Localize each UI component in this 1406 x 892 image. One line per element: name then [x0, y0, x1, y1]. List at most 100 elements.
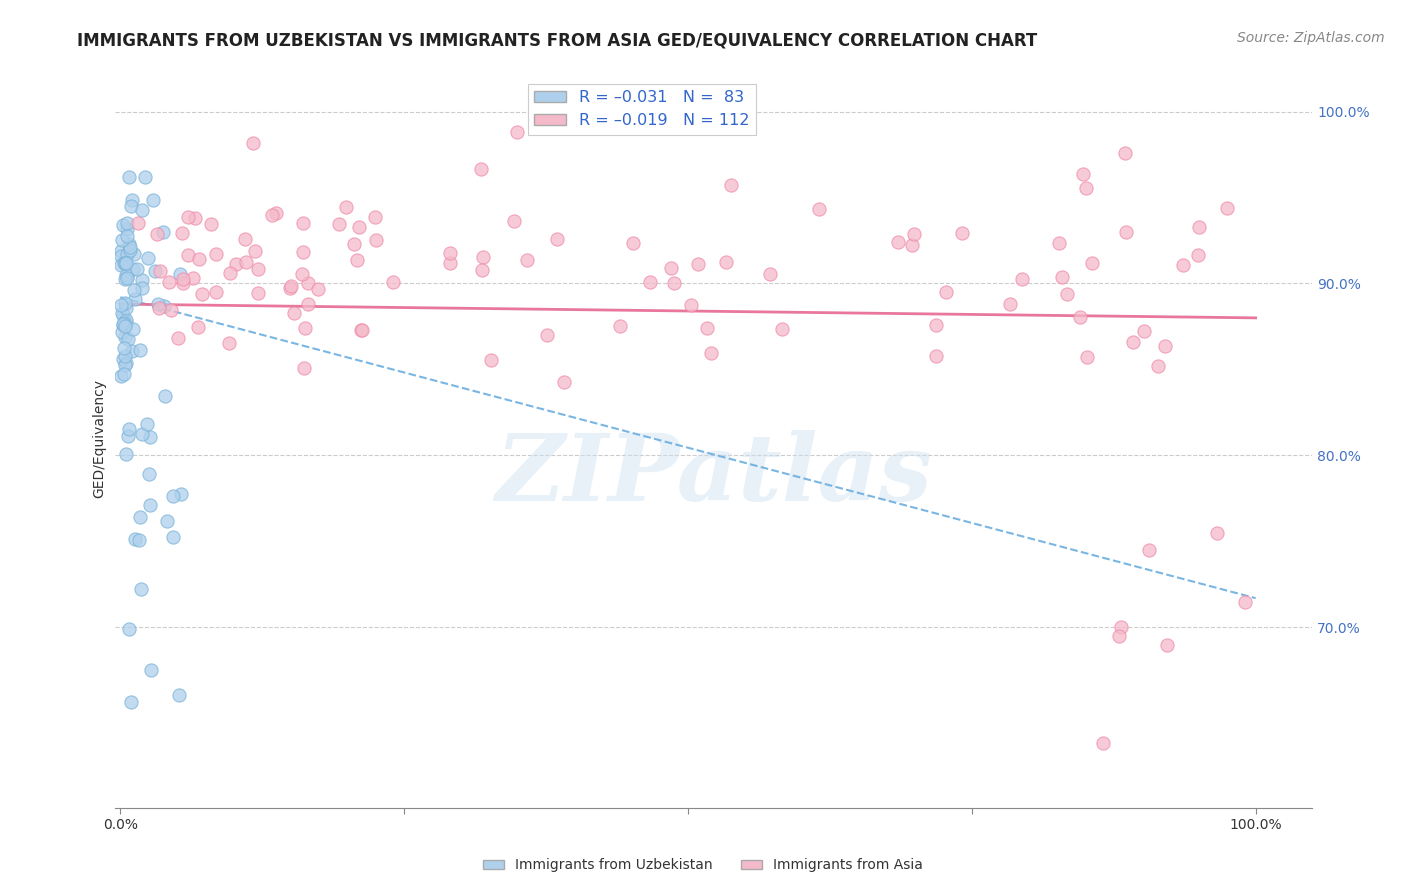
Point	[128, 533, 150, 547]
Point	[346, 253, 368, 268]
Point	[139, 664, 162, 678]
Text: Source: ZipAtlas.com: Source: ZipAtlas.com	[1237, 31, 1385, 45]
Point	[382, 275, 405, 289]
Point	[129, 343, 152, 357]
Point	[1069, 310, 1091, 324]
Point	[759, 267, 782, 281]
Point	[149, 264, 172, 278]
Point	[114, 301, 136, 315]
Point	[177, 248, 200, 262]
Point	[364, 233, 387, 247]
Point	[110, 244, 132, 259]
Point	[114, 329, 136, 343]
Point	[157, 276, 180, 290]
Point	[166, 331, 188, 345]
Point	[204, 285, 226, 300]
Point	[1146, 359, 1168, 373]
Point	[112, 318, 135, 332]
Point	[191, 287, 214, 301]
Point	[720, 178, 742, 192]
Point	[1074, 181, 1097, 195]
Point	[120, 239, 142, 253]
Point	[156, 515, 179, 529]
Point	[243, 244, 266, 258]
Point	[439, 256, 461, 270]
Point	[700, 346, 723, 360]
Text: IMMIGRANTS FROM UZBEKISTAN VS IMMIGRANTS FROM ASIA GED/EQUIVALENCY CORRELATION C: IMMIGRANTS FROM UZBEKISTAN VS IMMIGRANTS…	[77, 31, 1038, 49]
Point	[118, 237, 141, 252]
Point	[950, 227, 973, 241]
Point	[115, 256, 138, 270]
Point	[225, 257, 247, 271]
Point	[136, 251, 159, 265]
Point	[114, 349, 136, 363]
Point	[152, 225, 174, 239]
Point	[470, 162, 492, 177]
Legend: R = –0.031   N =  83, R = –0.019   N = 112: R = –0.031 N = 83, R = –0.019 N = 112	[527, 84, 755, 135]
Point	[935, 285, 957, 300]
Point	[638, 275, 661, 289]
Point	[343, 237, 366, 252]
Point	[205, 247, 228, 261]
Point	[127, 216, 149, 230]
Point	[146, 297, 169, 311]
Point	[114, 272, 136, 286]
Point	[153, 389, 176, 403]
Point	[280, 278, 302, 293]
Point	[122, 247, 145, 261]
Legend: Immigrants from Uzbekistan, Immigrants from Asia: Immigrants from Uzbekistan, Immigrants f…	[478, 853, 928, 878]
Point	[886, 235, 908, 249]
Point	[1137, 543, 1160, 558]
Point	[110, 258, 132, 272]
Point	[112, 368, 135, 382]
Point	[998, 297, 1021, 311]
Point	[187, 319, 209, 334]
Point	[1056, 286, 1078, 301]
Point	[121, 193, 143, 207]
Point	[172, 271, 194, 285]
Point	[122, 262, 145, 277]
Point	[1011, 272, 1033, 286]
Point	[1156, 638, 1178, 652]
Point	[117, 332, 139, 346]
Point	[138, 467, 160, 481]
Point	[162, 530, 184, 544]
Point	[664, 277, 686, 291]
Point	[169, 267, 191, 281]
Point	[439, 245, 461, 260]
Point	[364, 210, 387, 224]
Point	[679, 297, 702, 311]
Point	[131, 281, 153, 295]
Point	[621, 235, 644, 250]
Point	[115, 313, 138, 327]
Point	[125, 262, 148, 277]
Point	[553, 375, 575, 389]
Point	[172, 276, 194, 290]
Point	[1133, 324, 1156, 338]
Point	[117, 429, 139, 443]
Point	[134, 169, 156, 184]
Point	[807, 202, 830, 216]
Point	[1187, 219, 1209, 234]
Point	[307, 282, 329, 296]
Point	[200, 217, 222, 231]
Point	[1080, 256, 1102, 270]
Point	[114, 319, 136, 334]
Point	[471, 250, 494, 264]
Point	[506, 125, 529, 139]
Point	[138, 498, 160, 512]
Point	[292, 361, 315, 376]
Point	[129, 509, 152, 524]
Point	[1108, 629, 1130, 643]
Point	[115, 247, 138, 261]
Point	[118, 422, 141, 436]
Point	[901, 238, 924, 252]
Point	[1091, 736, 1114, 750]
Point	[142, 193, 165, 207]
Point	[471, 263, 494, 277]
Point	[110, 249, 132, 263]
Point	[112, 308, 135, 322]
Point	[153, 299, 176, 313]
Point	[292, 215, 315, 229]
Point	[278, 280, 301, 294]
